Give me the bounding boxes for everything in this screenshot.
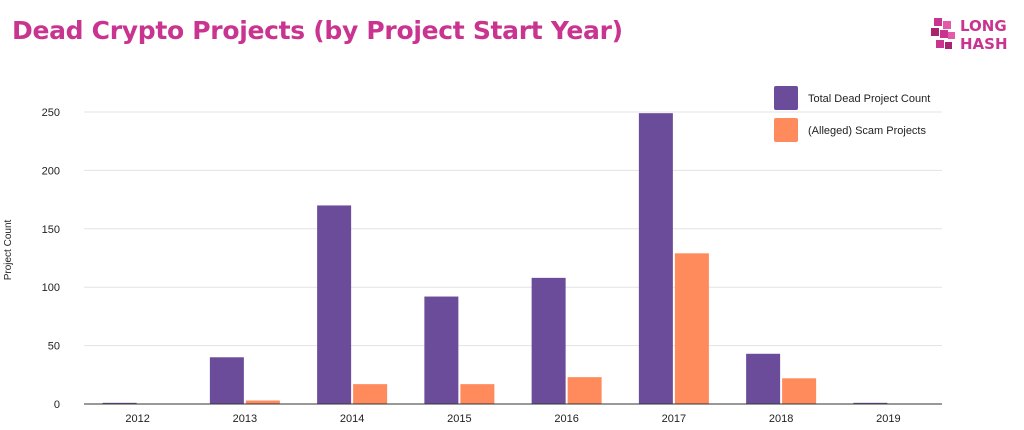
y-axis-label: Project Count	[3, 219, 14, 280]
bar-scam-2016	[567, 377, 602, 404]
logo-text-bottom: HASH	[960, 35, 1008, 53]
bar-scam-2018	[782, 378, 817, 404]
logo-text-top: LONG	[960, 17, 1007, 35]
y-tick-label: 0	[54, 399, 60, 411]
legend-swatch-1	[774, 118, 798, 142]
bar-total-2014	[317, 205, 352, 404]
chart-title: Dead Crypto Projects (by Project Start Y…	[12, 16, 623, 45]
bar-total-2012	[102, 402, 137, 404]
bar-scam-2014	[353, 384, 388, 404]
x-tick-label: 2014	[340, 413, 364, 425]
y-tick-label: 250	[42, 107, 60, 119]
bar-total-2016	[531, 277, 566, 404]
x-tick-label: 2012	[125, 413, 149, 425]
bar-total-2015	[424, 296, 459, 404]
x-axis-ticks: 2012 2013 2014 2015 2016 2017 2018 2019	[125, 413, 900, 425]
bar-total-2018	[746, 353, 781, 404]
bar-scam-2017	[674, 253, 709, 404]
y-axis-ticks: 0 50 100 150 200 250	[42, 107, 60, 411]
x-tick-label: 2019	[876, 413, 900, 425]
x-tick-label: 2013	[233, 413, 257, 425]
legend-swatch-0	[774, 86, 798, 110]
longhash-logo-icon	[931, 18, 955, 49]
x-tick-label: 2016	[554, 413, 578, 425]
bar-total-2017	[638, 113, 673, 404]
y-tick-label: 150	[42, 224, 60, 236]
y-tick-label: 200	[42, 165, 60, 177]
bar-scam-2013	[245, 400, 280, 404]
bar-scam-2015	[460, 384, 495, 404]
bars	[102, 113, 888, 404]
y-tick-label: 100	[42, 282, 60, 294]
legend-label-1: (Alleged) Scam Projects	[808, 125, 926, 137]
gridlines	[84, 111, 942, 347]
y-tick-label: 50	[48, 341, 60, 353]
bar-total-2019	[853, 402, 888, 404]
x-tick-label: 2018	[769, 413, 793, 425]
x-tick-label: 2017	[662, 413, 686, 425]
legend: Total Dead Project Count (Alleged) Scam P…	[774, 86, 930, 142]
longhash-logo: LONG HASH	[928, 14, 1008, 56]
bar-total-2013	[209, 357, 244, 404]
legend-label-0: Total Dead Project Count	[808, 93, 930, 105]
x-tick-label: 2015	[447, 413, 471, 425]
